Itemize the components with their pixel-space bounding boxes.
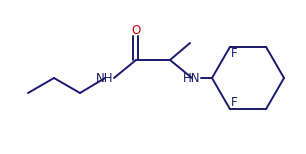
Text: HN: HN xyxy=(183,71,201,85)
Text: F: F xyxy=(231,47,237,60)
Text: F: F xyxy=(231,96,237,109)
Text: O: O xyxy=(131,24,141,36)
Text: NH: NH xyxy=(96,71,114,85)
